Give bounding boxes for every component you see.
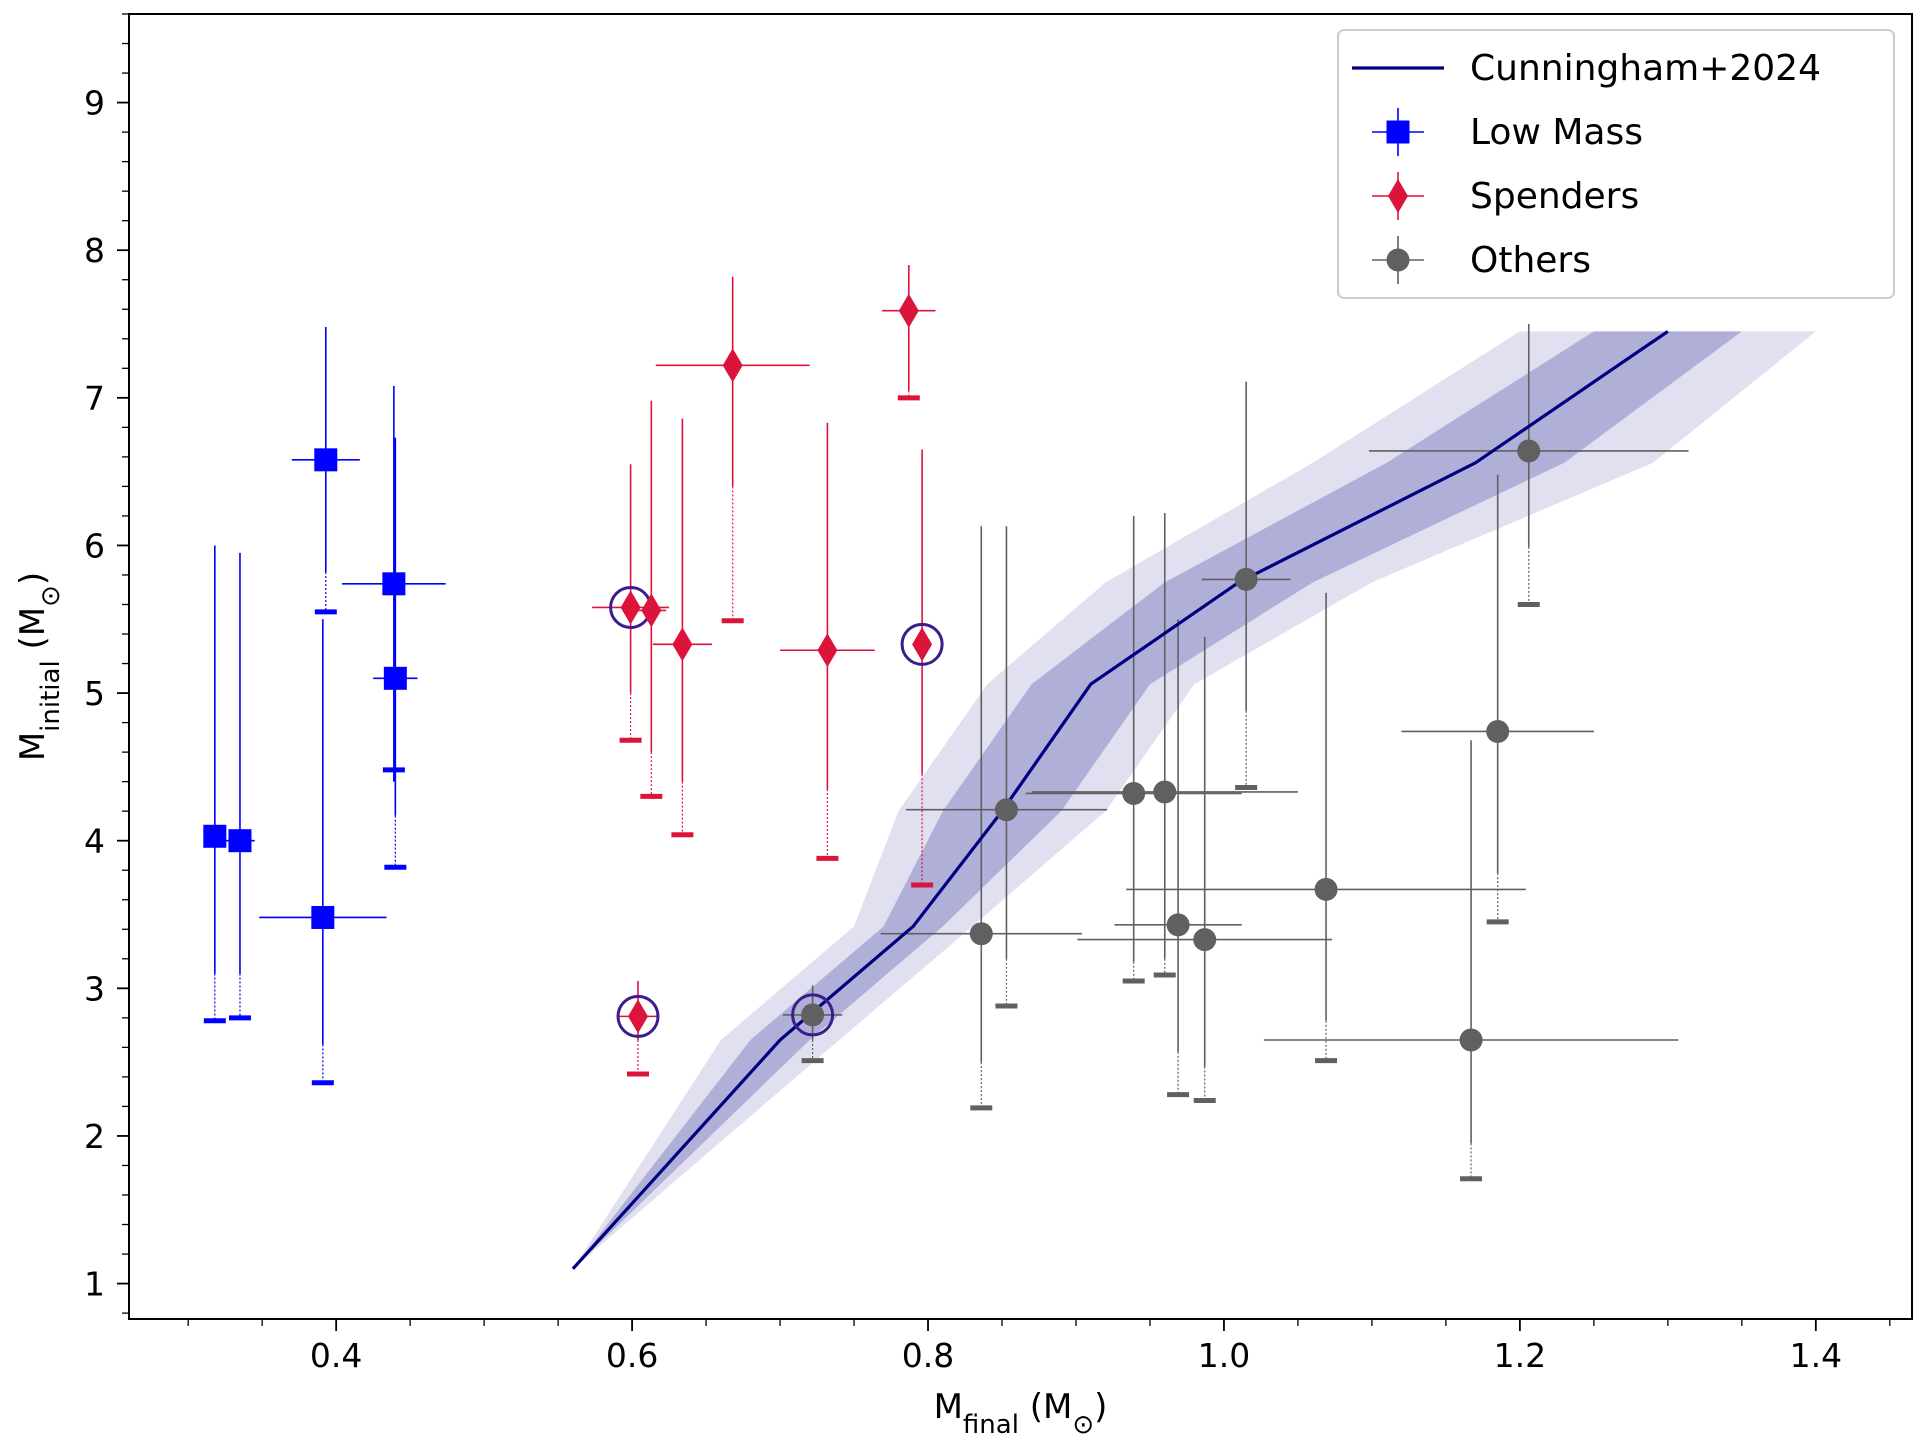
spender-point — [620, 590, 641, 625]
legend-circle-marker — [1386, 248, 1410, 272]
y-axis-label: Minitial (M⊙) — [13, 572, 66, 761]
other-point — [994, 798, 1018, 822]
other-point — [1314, 877, 1338, 901]
y-axis-label-sun-symbol: ⊙ — [36, 585, 66, 607]
plot-frame — [128, 13, 1913, 1320]
y-tick-label: 1 — [84, 1265, 105, 1304]
x-axis-label-sun-symbol: ⊙ — [1072, 1410, 1094, 1440]
low-mass-point — [228, 829, 252, 853]
low-mass-error-bar — [259, 619, 387, 1086]
other-point — [1517, 439, 1541, 463]
low-mass-error-bar — [373, 437, 418, 870]
highlight-ring — [900, 622, 944, 666]
x-tick-label: 1.2 — [1494, 1336, 1546, 1375]
legend-label: Low Mass — [1470, 112, 1643, 153]
relation-line — [571, 330, 1669, 1270]
relation-band-group — [572, 331, 1816, 1269]
x-tick-label: 0.8 — [902, 1336, 954, 1375]
legend-entry: Low Mass — [1372, 108, 1643, 156]
y-tick-label: 7 — [84, 379, 105, 418]
low-mass-point — [311, 905, 335, 929]
x-tick-label: 0.4 — [310, 1336, 362, 1375]
spenders-error-bar — [655, 276, 810, 624]
highlight-ring — [616, 994, 660, 1038]
y-axis-label-subscript: initial — [36, 660, 66, 732]
other-point — [1486, 719, 1510, 743]
y-tick-label: 3 — [84, 969, 105, 1008]
low-mass-point — [314, 448, 338, 472]
legend-label: Cunningham+2024 — [1470, 48, 1821, 89]
x-tick-label: 1.4 — [1790, 1336, 1842, 1375]
relation-line-group — [571, 330, 1669, 1270]
legend-diamond-marker — [1388, 179, 1408, 213]
y-tick-label: 8 — [84, 231, 105, 270]
x-axis-label: Mfinal (M⊙) — [934, 1387, 1108, 1440]
other-point — [801, 1003, 825, 1027]
markers-group — [203, 293, 1541, 1052]
y-axis-label-close: ) — [13, 572, 53, 585]
legend-label: Others — [1470, 240, 1591, 281]
spender-point — [672, 627, 693, 662]
legend-square-marker — [1386, 120, 1410, 144]
legend-entry: Others — [1372, 236, 1591, 284]
spenders-error-bar — [652, 418, 712, 838]
y-axis-label-unit: (M — [13, 607, 53, 660]
spender-point — [898, 293, 919, 328]
legend-entry: Cunningham+2024 — [1352, 48, 1821, 89]
other-point — [1166, 913, 1190, 937]
y-tick-label: 4 — [84, 822, 105, 861]
other-point — [1153, 780, 1177, 804]
other-point — [1193, 928, 1217, 952]
y-tick-label: 2 — [84, 1117, 105, 1156]
low-mass-point — [203, 824, 227, 848]
spenders-error-bar — [882, 264, 936, 401]
y-tick-label: 6 — [84, 526, 105, 565]
low-mass-error-bar — [203, 545, 226, 1024]
low-mass-point — [382, 572, 406, 596]
low-mass-error-bar — [225, 552, 255, 1021]
y-axis-label-main: M — [13, 732, 53, 761]
legend: Cunningham+2024 Low Mass Spenders Others — [1337, 29, 1895, 299]
legend-box — [1337, 29, 1895, 299]
other-point — [969, 922, 993, 946]
low-mass-point — [383, 666, 407, 690]
other-point — [1234, 567, 1258, 591]
spender-point — [641, 593, 662, 628]
other-point — [1459, 1028, 1483, 1052]
y-tick-label: 9 — [84, 84, 105, 123]
x-axis-label-main: M — [934, 1387, 963, 1427]
spender-point — [817, 633, 838, 668]
x-tick-label: 1.0 — [1198, 1336, 1250, 1375]
other-point — [1122, 781, 1146, 805]
x-tick-label: 0.6 — [606, 1336, 658, 1375]
relation-outer-band — [572, 331, 1816, 1269]
legend-label: Spenders — [1470, 176, 1639, 217]
legend-entry: Spenders — [1372, 172, 1639, 220]
y-tick-label: 5 — [84, 674, 105, 713]
spender-point — [912, 627, 933, 662]
x-axis-label-unit: (M — [1019, 1387, 1072, 1427]
highlight-ring — [791, 993, 835, 1037]
spender-point — [628, 999, 649, 1034]
spender-point — [722, 348, 743, 383]
x-axis-label-subscript: final — [963, 1410, 1019, 1440]
x-axis-label-close: ) — [1094, 1387, 1107, 1427]
